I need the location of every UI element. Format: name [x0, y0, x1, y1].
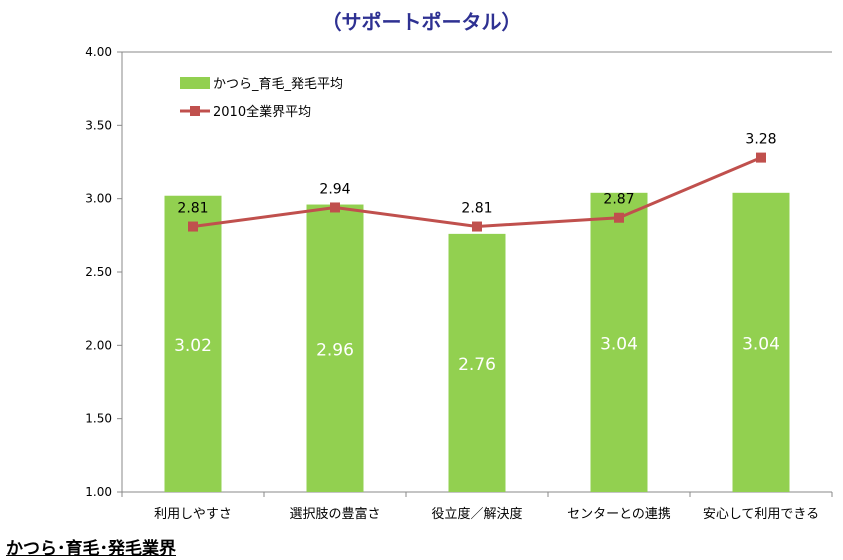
line-value-label: 2.81 [461, 201, 492, 217]
y-tick-label: 4.00 [85, 45, 112, 59]
legend-bar-swatch [180, 77, 210, 89]
bar [732, 192, 790, 493]
line-value-label: 2.94 [319, 181, 350, 197]
x-tick-label: 選択肢の豊富さ [289, 506, 380, 522]
bar-value-label: 2.96 [316, 340, 354, 360]
x-tick-label: 役立度／解決度 [431, 506, 522, 522]
bar [590, 192, 648, 493]
legend-line-marker [190, 106, 200, 116]
y-tick-label: 3.00 [85, 192, 112, 206]
line-marker [614, 212, 624, 223]
y-tick-label: 2.00 [85, 338, 112, 352]
y-tick-label: 1.50 [85, 412, 112, 426]
bar [164, 195, 222, 492]
y-tick-label: 3.50 [85, 118, 112, 132]
line-value-label: 2.81 [177, 201, 208, 217]
bar-value-label: 3.02 [174, 336, 212, 356]
line-value-label: 2.87 [603, 192, 634, 208]
legend-bar-label: かつら_育毛_発毛平均 [213, 76, 343, 92]
legend-line-label: 2010全業界平均 [213, 104, 311, 120]
chart-title: （サポートポータル） [321, 10, 522, 34]
x-tick-label: 利用しやすさ [154, 507, 232, 522]
bar-value-label: 3.04 [742, 334, 780, 354]
line-marker [188, 221, 198, 232]
industry-label: かつら･育毛･発毛業界 [6, 539, 176, 559]
line-value-label: 3.28 [745, 132, 776, 148]
y-tick-label: 1.00 [85, 485, 112, 499]
line-marker [472, 221, 482, 232]
bar [306, 204, 364, 493]
bar-value-label: 3.04 [600, 334, 638, 354]
x-tick-label: 安心して利用できる [703, 507, 819, 522]
bar-value-label: 2.76 [458, 355, 496, 375]
bar [448, 233, 506, 492]
x-tick-label: センターとの連携 [567, 506, 671, 522]
line-marker [756, 152, 766, 163]
line-marker [330, 202, 340, 213]
y-tick-label: 2.50 [85, 265, 112, 279]
